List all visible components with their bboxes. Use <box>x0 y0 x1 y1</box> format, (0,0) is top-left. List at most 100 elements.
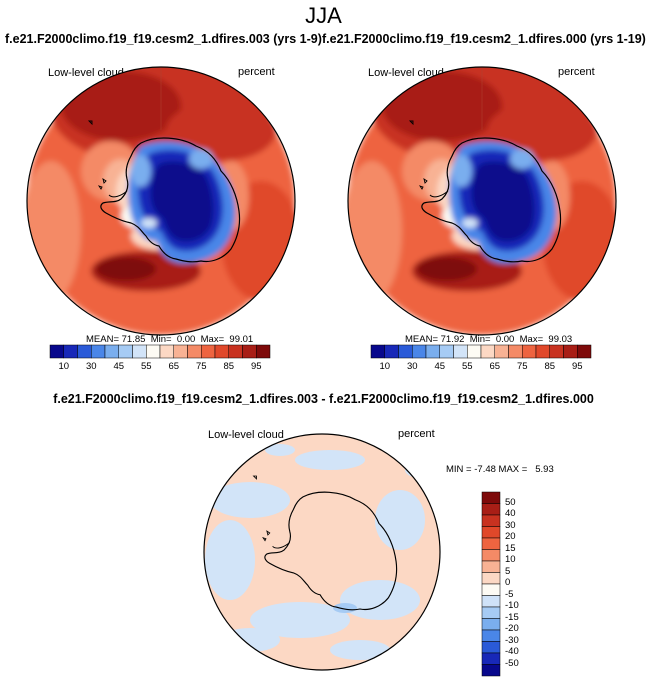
colorbar-tick-label: 65 <box>168 361 180 372</box>
colorbar-tick-label: 75 <box>516 361 528 372</box>
colorbar-swatch <box>481 664 501 677</box>
colorbar-swatch <box>214 344 229 359</box>
colorbar-swatch <box>481 618 501 631</box>
units-label-difference: percent <box>398 428 435 440</box>
colorbar-swatch <box>384 344 399 359</box>
colorbar-swatch <box>563 344 578 359</box>
case-title-left: f.e21.F2000climo.f19_f19.cesm2_1.dfires.… <box>5 32 322 46</box>
colorbar-tick-label: 30 <box>85 361 97 372</box>
colorbar-swatch <box>481 595 501 608</box>
colorbar-tick-label: 20 <box>505 531 516 542</box>
colorbar-tick-label: -5 <box>505 588 514 600</box>
colorbar-tick-label: 5 <box>505 565 511 577</box>
variable-label-left: Low-level cloud <box>48 67 124 79</box>
colorbar-tick-label: -10 <box>505 600 519 611</box>
stats-right: MEAN= 71.92 Min= 0.00 Max= 99.03 <box>405 334 573 345</box>
colorbar-swatch <box>481 491 501 504</box>
colorbar-tick-label: 0 <box>505 577 511 588</box>
colorbar-swatch <box>481 572 501 585</box>
colorbar-swatch <box>481 583 501 596</box>
colorbar-swatch <box>481 629 501 642</box>
colorbar-swatch <box>453 344 468 359</box>
colorbar-swatch <box>481 641 501 654</box>
colorbar-tick-label: 65 <box>489 361 501 372</box>
colorbar-swatch <box>91 344 106 359</box>
colorbar-tick-label: -30 <box>505 634 519 646</box>
colorbar-swatch <box>256 344 271 359</box>
colorbar-tick-label: 55 <box>140 361 152 372</box>
map-left <box>27 67 295 335</box>
colorbar-tick-label: 10 <box>58 361 70 372</box>
colorbar-tick-label: 45 <box>434 361 446 372</box>
colorbar-tick-label: 45 <box>113 361 125 372</box>
colorbar-swatch <box>63 344 78 359</box>
stats-left: MEAN= 71.85 Min= 0.00 Max= 99.01 <box>86 334 254 345</box>
colorbar-tick-label: 95 <box>571 361 583 372</box>
variable-label-difference: Low-level cloud <box>208 429 284 441</box>
colorbar-swatch <box>549 344 564 359</box>
map-right <box>348 67 616 335</box>
colorbar-swatch <box>577 344 592 359</box>
colorbar-swatch <box>535 344 550 359</box>
colorbar-swatch <box>481 526 501 539</box>
page-title: JJA <box>305 3 342 28</box>
colorbar-swatch <box>467 344 482 359</box>
colorbar-swatch <box>508 344 523 359</box>
colorbar-swatch <box>412 344 427 359</box>
map-difference-border <box>203 433 441 671</box>
colorbar-swatch <box>173 344 188 359</box>
colorbar-tick-label: 95 <box>250 361 262 372</box>
colorbar-swatch <box>425 344 440 359</box>
stats-difference: MIN = -7.48 MAX = 5.93 <box>446 464 554 475</box>
colorbar-swatch <box>439 344 454 359</box>
colorbar-tick-label: 85 <box>223 361 235 372</box>
colorbar-tick-label: -15 <box>505 611 519 623</box>
colorbar-swatch <box>481 560 501 573</box>
colorbar-swatch <box>201 344 216 359</box>
colorbar-swatch <box>370 344 385 359</box>
colorbar-tick-label: 30 <box>505 519 516 531</box>
units-label-right: percent <box>558 66 595 78</box>
colorbar-tick-label: 85 <box>544 361 556 372</box>
colorbar-tick-label: -40 <box>505 646 519 657</box>
colorbar-tick-label: 30 <box>406 361 418 372</box>
difference-title: f.e21.F2000climo.f19_f19.cesm2_1.dfires.… <box>53 392 594 406</box>
variable-label-right: Low-level cloud <box>368 67 444 79</box>
colorbar-left <box>49 344 271 359</box>
colorbar-swatch <box>398 344 413 359</box>
colorbar-swatch <box>49 344 64 359</box>
colorbar-tick-label: 50 <box>505 496 516 508</box>
colorbar-right <box>370 344 592 359</box>
colorbar-swatch <box>481 503 501 516</box>
colorbar-swatch <box>77 344 92 359</box>
colorbar-difference <box>481 491 501 677</box>
case-title-right: f.e21.F2000climo.f19_f19.cesm2_1.dfires.… <box>322 32 646 46</box>
colorbar-tick-label: 15 <box>505 542 516 554</box>
colorbar-swatch <box>118 344 133 359</box>
colorbar-swatch <box>480 344 495 359</box>
colorbar-tick-label: -50 <box>505 657 519 669</box>
colorbar-swatch <box>187 344 202 359</box>
map-right-border <box>347 66 617 336</box>
colorbar-tick-label: 75 <box>195 361 207 372</box>
colorbar-swatch <box>481 537 501 550</box>
colorbar-swatch <box>481 549 501 562</box>
colorbar-swatch <box>481 514 501 527</box>
colorbar-swatch <box>228 344 243 359</box>
map-left-border <box>26 66 296 336</box>
colorbar-tick-label: 10 <box>505 554 516 565</box>
colorbar-swatch <box>481 606 501 619</box>
units-label-left: percent <box>238 66 275 78</box>
colorbar-tick-label: 55 <box>461 361 473 372</box>
colorbar-swatch <box>242 344 257 359</box>
colorbar-tick-label: 40 <box>505 508 516 519</box>
colorbar-swatch <box>481 652 501 665</box>
colorbar-tick-label: -20 <box>505 623 519 634</box>
colorbar-swatch <box>494 344 509 359</box>
colorbar-swatch <box>522 344 537 359</box>
colorbar-swatch <box>104 344 119 359</box>
colorbar-swatch <box>159 344 174 359</box>
colorbar-swatch <box>132 344 147 359</box>
